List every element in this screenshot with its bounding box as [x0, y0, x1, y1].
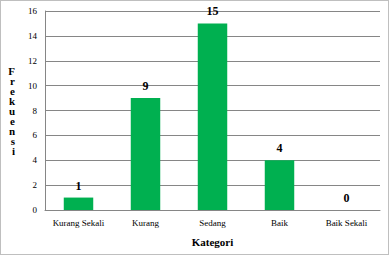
svg-text:Baik: Baik: [271, 218, 288, 228]
svg-text:12: 12: [28, 56, 37, 66]
svg-text:8: 8: [33, 106, 38, 116]
svg-text:15: 15: [207, 4, 219, 18]
svg-text:s: s: [10, 134, 15, 147]
svg-text:F: F: [8, 64, 15, 77]
svg-text:Kurang Sekali: Kurang Sekali: [53, 218, 105, 228]
svg-text:9: 9: [143, 79, 149, 93]
svg-text:4: 4: [33, 155, 38, 165]
svg-text:e: e: [10, 114, 15, 127]
svg-text:0: 0: [33, 205, 38, 215]
svg-text:16: 16: [28, 6, 38, 16]
svg-text:14: 14: [28, 31, 38, 41]
svg-text:1: 1: [76, 179, 82, 193]
svg-text:r: r: [10, 74, 15, 87]
svg-text:Sedang: Sedang: [199, 218, 226, 228]
svg-text:4: 4: [277, 141, 283, 155]
svg-text:2: 2: [33, 180, 38, 190]
svg-text:0: 0: [344, 191, 350, 205]
svg-text:Baik Sekali: Baik Sekali: [326, 218, 368, 228]
svg-text:k: k: [8, 94, 15, 107]
svg-text:Kurang: Kurang: [132, 218, 159, 228]
svg-text:e: e: [10, 84, 15, 97]
svg-text:u: u: [8, 104, 15, 117]
svg-text:n: n: [8, 124, 15, 137]
svg-text:10: 10: [28, 81, 38, 91]
svg-text:i: i: [12, 145, 15, 157]
svg-text:Kategori: Kategori: [192, 236, 234, 248]
svg-text:6: 6: [33, 130, 38, 140]
